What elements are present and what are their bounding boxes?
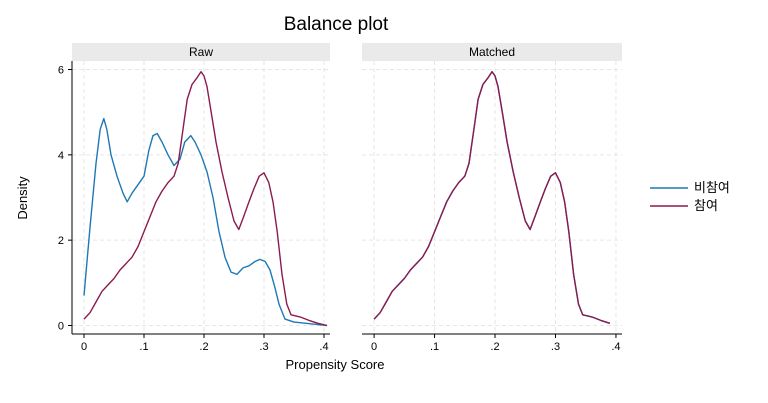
series-line-nonparticipant xyxy=(83,117,328,327)
x-tick-label: .3 xyxy=(259,341,268,353)
chart-title: Balance plot xyxy=(284,14,389,35)
panel-label: Matched xyxy=(469,45,515,59)
y-tick-label: 0 xyxy=(58,320,64,332)
panel-header xyxy=(72,43,330,61)
x-tick-label: 0 xyxy=(81,341,87,353)
panel-raw: Raw 0 .1 .2 .3 .4 0 2 4 6 xyxy=(58,43,330,353)
series-line-participant xyxy=(373,71,611,324)
x-tick-label: .4 xyxy=(611,341,620,353)
x-tick-label: .1 xyxy=(430,341,439,353)
x-tick-label: .2 xyxy=(490,341,499,353)
y-axis-label: Density xyxy=(15,176,30,220)
y-tick-label: 2 xyxy=(58,235,64,247)
x-tick-label: 0 xyxy=(371,341,377,353)
series-line-nonparticipant xyxy=(373,71,611,324)
x-tick-label: .3 xyxy=(551,341,560,353)
legend-label: 참여 xyxy=(694,198,718,213)
panel-label: Raw xyxy=(189,45,213,59)
x-tick-label: .1 xyxy=(139,341,148,353)
series-line-participant xyxy=(83,71,328,327)
panel-header xyxy=(362,43,622,61)
y-tick-label: 6 xyxy=(58,65,64,77)
y-tick-label: 4 xyxy=(58,150,64,162)
panel-matched: Matched 0 .1 .2 .3 .4 xyxy=(362,43,622,353)
x-tick-label: .2 xyxy=(199,341,208,353)
x-tick-label: .4 xyxy=(319,341,328,353)
x-axis-label: Propensity Score xyxy=(286,357,385,372)
legend-label: 비참여 xyxy=(694,180,730,195)
chart-panels: Raw 0 .1 .2 .3 .4 0 2 4 6 Matched 0 .1 .2 .3 .4 xyxy=(58,43,622,353)
